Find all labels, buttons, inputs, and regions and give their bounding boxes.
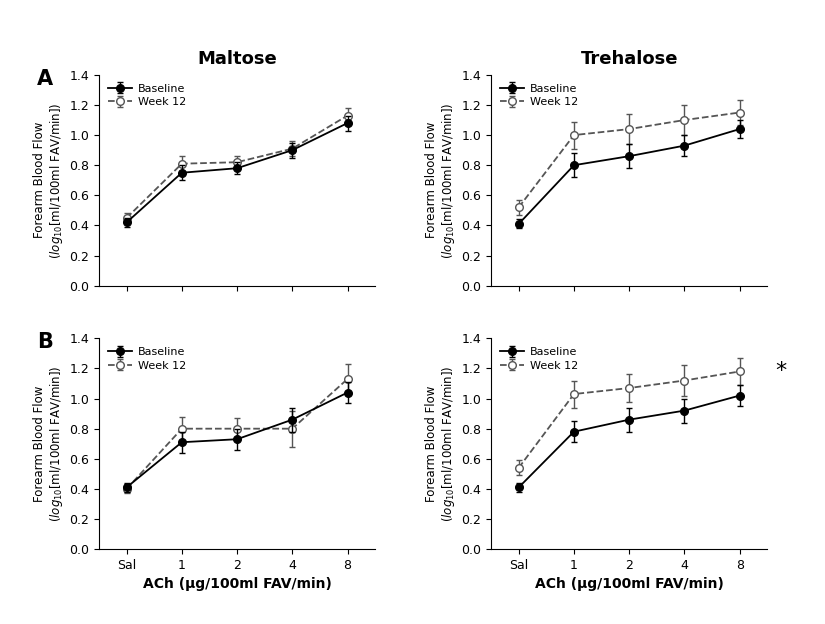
X-axis label: ACh (μg/100ml FAV/min): ACh (μg/100ml FAV/min) bbox=[535, 577, 724, 592]
X-axis label: ACh (μg/100ml FAV/min): ACh (μg/100ml FAV/min) bbox=[143, 577, 332, 592]
Text: B: B bbox=[37, 332, 53, 352]
Y-axis label: Forearm Blood Flow
$(log_{10}$[ml/100ml FAV/min]): Forearm Blood Flow $(log_{10}$[ml/100ml … bbox=[33, 366, 65, 522]
Legend: Baseline, Week 12: Baseline, Week 12 bbox=[105, 80, 190, 110]
Y-axis label: Forearm Blood Flow
$(log_{10}$[ml/100ml FAV/min]): Forearm Blood Flow $(log_{10}$[ml/100ml … bbox=[425, 366, 457, 522]
Text: A: A bbox=[37, 69, 54, 89]
Text: *: * bbox=[776, 361, 787, 381]
Legend: Baseline, Week 12: Baseline, Week 12 bbox=[497, 344, 582, 374]
Y-axis label: Forearm Blood Flow
$(log_{10}$[ml/100ml FAV/min]): Forearm Blood Flow $(log_{10}$[ml/100ml … bbox=[33, 102, 65, 258]
Legend: Baseline, Week 12: Baseline, Week 12 bbox=[105, 344, 190, 374]
Y-axis label: Forearm Blood Flow
$(log_{10}$[ml/100ml FAV/min]): Forearm Blood Flow $(log_{10}$[ml/100ml … bbox=[425, 102, 457, 258]
Title: Trehalose: Trehalose bbox=[581, 50, 678, 68]
Legend: Baseline, Week 12: Baseline, Week 12 bbox=[497, 80, 582, 110]
Title: Maltose: Maltose bbox=[197, 50, 277, 68]
